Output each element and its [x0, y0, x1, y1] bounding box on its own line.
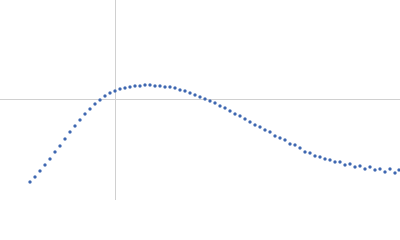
point	[68, 130, 72, 134]
point	[133, 84, 137, 88]
point	[43, 163, 47, 167]
point	[363, 167, 367, 171]
point	[397, 168, 400, 172]
point	[258, 125, 262, 129]
point	[248, 120, 252, 124]
point	[293, 143, 297, 147]
point	[88, 107, 92, 111]
point	[323, 157, 327, 161]
point	[368, 165, 372, 169]
point	[63, 137, 67, 141]
point	[128, 85, 132, 89]
point	[103, 94, 107, 98]
point	[253, 123, 257, 127]
point	[263, 128, 267, 132]
point	[338, 160, 342, 164]
point	[73, 124, 77, 128]
point	[328, 158, 332, 162]
point	[83, 112, 87, 116]
point	[268, 130, 272, 134]
point	[33, 175, 37, 179]
point	[218, 104, 222, 108]
chart	[0, 0, 400, 200]
point	[393, 171, 397, 175]
point	[38, 169, 42, 173]
point	[28, 180, 32, 184]
point	[343, 163, 347, 167]
point	[213, 101, 217, 105]
point	[53, 150, 57, 154]
point	[388, 167, 392, 171]
point	[353, 165, 357, 169]
point	[178, 88, 182, 92]
point	[118, 87, 122, 91]
point	[348, 162, 352, 166]
point	[383, 170, 387, 174]
point	[173, 86, 177, 90]
point	[148, 83, 152, 87]
point	[198, 95, 202, 99]
point	[193, 93, 197, 97]
point	[48, 157, 52, 161]
point	[223, 106, 227, 110]
point	[313, 154, 317, 158]
point	[278, 136, 282, 140]
point	[228, 109, 232, 113]
point	[373, 168, 377, 172]
point	[298, 146, 302, 150]
point	[158, 84, 162, 88]
point	[188, 91, 192, 95]
point	[333, 160, 337, 164]
point	[98, 98, 102, 102]
point	[168, 85, 172, 89]
point	[378, 167, 382, 171]
point	[143, 83, 147, 87]
point	[58, 144, 62, 148]
point	[203, 97, 207, 101]
point	[208, 99, 212, 103]
point	[243, 117, 247, 121]
point	[233, 112, 237, 116]
point	[273, 134, 277, 138]
point	[288, 142, 292, 146]
point	[183, 89, 187, 93]
point	[78, 118, 82, 122]
point	[93, 102, 97, 106]
page: {"chart_data": {"type": "scatter", "colo…	[0, 0, 400, 200]
point	[138, 84, 142, 88]
point	[238, 114, 242, 118]
point	[123, 86, 127, 90]
point	[308, 151, 312, 155]
point	[303, 150, 307, 154]
point	[283, 138, 287, 142]
point	[153, 84, 157, 88]
point	[113, 89, 117, 93]
point	[318, 155, 322, 159]
point	[163, 85, 167, 89]
point	[108, 91, 112, 95]
point	[358, 164, 362, 168]
